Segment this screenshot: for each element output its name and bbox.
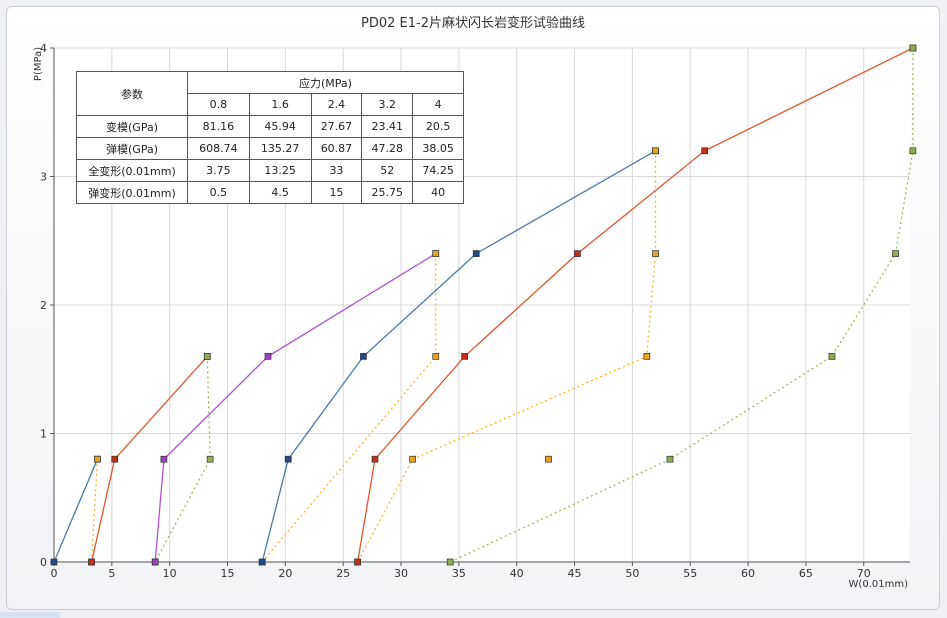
- data-point: [643, 353, 651, 360]
- param-header: 参数: [76, 71, 188, 116]
- data-point: [446, 558, 454, 566]
- x-tick-label: 0: [51, 567, 58, 580]
- series-line: [53, 458, 98, 563]
- stress-level: 0.8: [187, 93, 250, 116]
- table-cell: 74.25: [412, 159, 464, 182]
- data-point: [354, 558, 361, 566]
- data-point: [828, 353, 836, 360]
- table-cell: 0.5: [187, 181, 250, 204]
- table-cell: 4.5: [248, 181, 312, 204]
- table-cell: 33: [310, 159, 363, 182]
- data-point: [258, 558, 266, 566]
- data-point: [545, 455, 552, 463]
- stress-level: 3.2: [361, 93, 414, 116]
- data-point: [360, 353, 367, 360]
- data-point: [432, 250, 440, 257]
- x-tick-label: 25: [336, 567, 350, 580]
- data-point: [472, 250, 480, 257]
- parameter-table: 参数 应力(MPa) 0.8 1.6 2.4 3.2 4 变模(GPa) 81.…: [76, 71, 464, 204]
- x-tick-label: 35: [452, 567, 466, 580]
- table-cell: 135.27: [248, 137, 312, 160]
- y-axis-label: P(MPa): [33, 47, 44, 81]
- row-label: 全变形(0.01mm): [76, 159, 188, 182]
- data-point: [371, 455, 379, 463]
- table-cell: 45.94: [248, 115, 312, 138]
- table-cell: 38.05: [412, 137, 464, 160]
- table-row: 全变形(0.01mm) 3.75 13.25 33 52 74.25: [76, 159, 464, 182]
- x-tick-label: 45: [568, 567, 582, 580]
- data-point: [432, 353, 440, 360]
- data-point: [409, 455, 416, 463]
- data-point: [94, 455, 101, 463]
- series-line: [356, 47, 914, 563]
- data-point: [666, 455, 674, 463]
- table-row: 弹模(GPa) 608.74 135.27 60.87 47.28 38.05: [76, 137, 464, 160]
- x-tick-label: 55: [683, 567, 697, 580]
- table-cell: 60.87: [310, 137, 363, 160]
- x-tick-label: 70: [857, 567, 871, 580]
- data-point: [50, 558, 58, 566]
- row-label: 弹模(GPa): [76, 137, 188, 160]
- table-cell: 23.41: [361, 115, 414, 138]
- data-point: [652, 250, 659, 257]
- x-tick-label: 5: [108, 567, 115, 580]
- stress-level: 2.4: [310, 93, 363, 116]
- table-row: 弹变形(0.01mm) 0.5 4.5 15 25.75 40: [76, 181, 464, 204]
- stress-header: 应力(MPa): [187, 71, 464, 94]
- data-point: [203, 353, 211, 360]
- x-tick-label: 20: [278, 567, 292, 580]
- data-point: [892, 250, 899, 257]
- series-line: [90, 459, 99, 563]
- x-tick-label: 60: [741, 567, 755, 580]
- table-cell: 52: [361, 159, 414, 182]
- data-point: [284, 455, 292, 463]
- row-label: 变模(GPa): [76, 115, 188, 138]
- table-cell: 47.28: [361, 137, 414, 160]
- data-point: [574, 250, 581, 257]
- table-cell: 27.67: [310, 115, 363, 138]
- data-point: [652, 147, 659, 155]
- data-point: [88, 558, 95, 566]
- data-point: [160, 455, 168, 463]
- table-cell: 608.74: [187, 137, 250, 160]
- row-label: 弹变形(0.01mm): [76, 181, 188, 204]
- data-point: [151, 558, 159, 566]
- x-tick-label: 30: [394, 567, 408, 580]
- table-row: 变模(GPa) 81.16 45.94 27.67 23.41 20.5: [76, 115, 464, 138]
- table-cell: 25.75: [361, 181, 414, 204]
- y-tick-label: 3: [40, 171, 47, 184]
- stress-level: 1.6: [248, 93, 312, 116]
- y-tick-label: 0: [40, 556, 47, 569]
- data-point: [111, 455, 119, 463]
- stress-level: 4: [412, 93, 464, 116]
- x-axis-label: W(0.01mm): [849, 579, 909, 590]
- data-point: [909, 44, 917, 52]
- table-cell: 20.5: [412, 115, 464, 138]
- series-line: [154, 253, 437, 563]
- data-point: [206, 455, 214, 463]
- x-tick-label: 65: [799, 567, 813, 580]
- x-tick-label: 10: [163, 567, 177, 580]
- data-point: [909, 147, 917, 155]
- data-point: [701, 147, 709, 155]
- table-cell: 13.25: [248, 159, 312, 182]
- data-point: [264, 353, 272, 360]
- table-cell: 40: [412, 181, 464, 204]
- table-cell: 3.75: [187, 159, 250, 182]
- x-tick-label: 15: [221, 567, 235, 580]
- series-line: [449, 48, 914, 563]
- y-tick-label: 4: [40, 42, 47, 55]
- table-cell: 81.16: [187, 115, 250, 138]
- x-tick-label: 40: [510, 567, 524, 580]
- x-tick-label: 50: [625, 567, 639, 580]
- y-tick-label: 1: [40, 428, 47, 441]
- series-line: [154, 356, 211, 563]
- data-point: [461, 353, 468, 360]
- status-strip: [0, 612, 60, 618]
- chart-title: PD02 E1-2片麻状闪长岩变形试验曲线: [361, 15, 585, 31]
- table-cell: 15: [310, 181, 363, 204]
- y-tick-label: 2: [40, 299, 47, 312]
